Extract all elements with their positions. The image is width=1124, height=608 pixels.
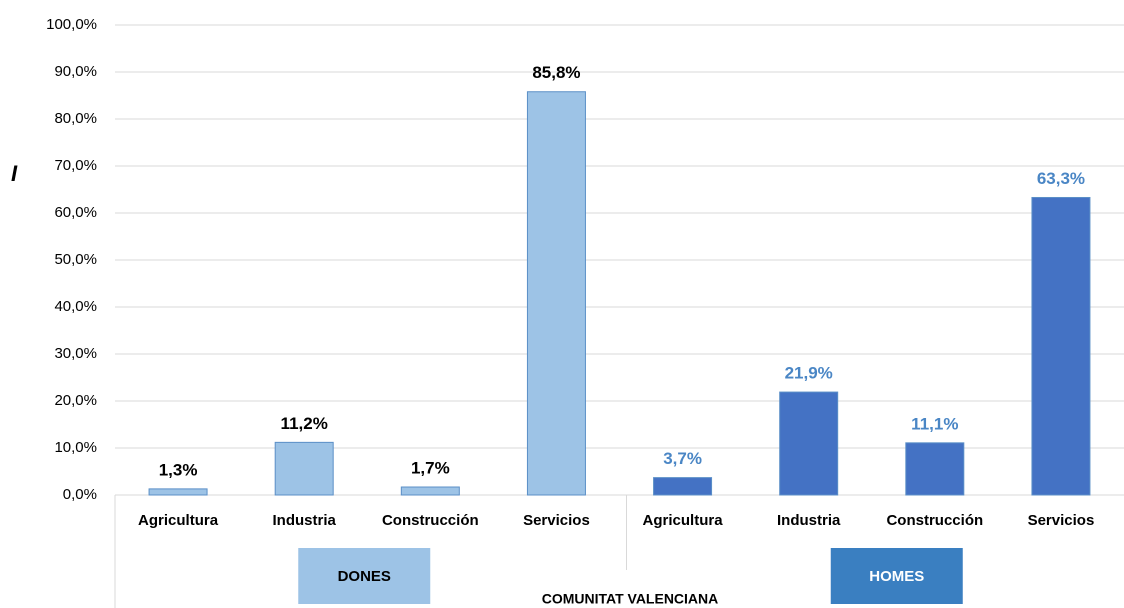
- y-tick-label: 0,0%: [63, 486, 97, 503]
- value-label: 11,2%: [281, 414, 328, 433]
- y-tick-label: 20,0%: [54, 392, 97, 409]
- group-box: [830, 548, 963, 604]
- bar: [653, 477, 713, 496]
- y-tick-label: 70,0%: [54, 157, 97, 174]
- bar: [779, 391, 839, 496]
- bar: [905, 442, 965, 496]
- value-label: 3,7%: [663, 449, 702, 468]
- value-label: 85,8%: [532, 63, 580, 82]
- bar: [400, 486, 460, 496]
- y-tick-label: 40,0%: [54, 298, 97, 315]
- y-tick-label: 60,0%: [54, 204, 97, 221]
- y-tick-label: 50,0%: [54, 251, 97, 268]
- x-tick-label: Industria: [777, 512, 841, 529]
- value-label: 11,1%: [911, 414, 958, 433]
- value-label: 1,7%: [411, 458, 450, 477]
- x-tick-label: Agricultura: [138, 512, 219, 529]
- group-label: DONES: [338, 568, 391, 585]
- bar: [1031, 196, 1091, 496]
- bar: [274, 441, 334, 496]
- value-label: 63,3%: [1037, 169, 1085, 188]
- y-tick-label: 80,0%: [54, 110, 97, 127]
- value-label: 1,3%: [159, 460, 198, 479]
- y-axis-label: I: [11, 161, 18, 186]
- y-tick-label: 10,0%: [54, 439, 97, 456]
- value-label: 21,9%: [785, 364, 833, 383]
- group-label: HOMES: [869, 568, 924, 585]
- x-axis-label: COMUNITAT VALENCIANA: [542, 591, 719, 607]
- x-tick-label: Agricultura: [643, 512, 724, 529]
- bar: [148, 488, 208, 496]
- y-tick-label: 90,0%: [54, 63, 97, 80]
- bar: [526, 91, 586, 496]
- group-box: [298, 548, 431, 604]
- y-tick-label: 100,0%: [46, 16, 97, 33]
- x-tick-label: Servicios: [523, 512, 590, 529]
- x-tick-label: Construcción: [886, 512, 983, 529]
- x-tick-label: Construcción: [382, 512, 479, 529]
- y-tick-label: 30,0%: [54, 345, 97, 362]
- x-tick-label: Servicios: [1028, 512, 1095, 529]
- x-tick-label: Industria: [273, 512, 337, 529]
